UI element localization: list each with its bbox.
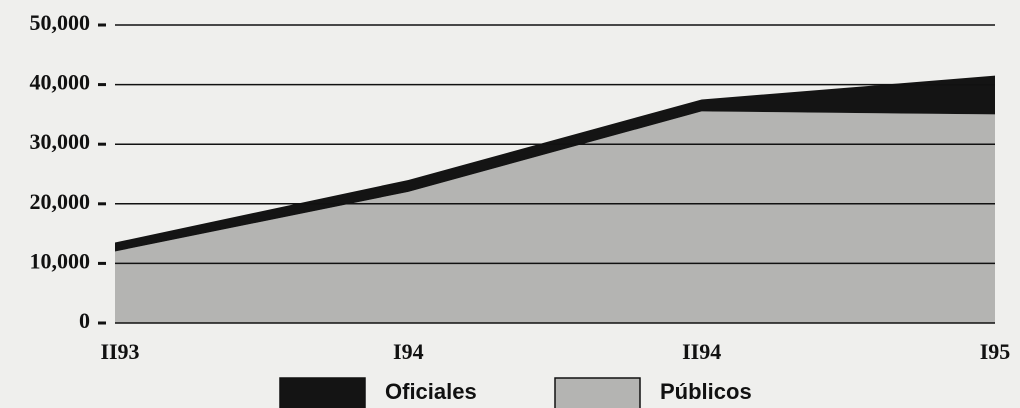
- legend-label: Oficiales: [385, 379, 477, 404]
- area: [115, 111, 995, 323]
- legend-swatch: [279, 377, 366, 408]
- y-tick-label: 50,000: [30, 10, 91, 35]
- legend-swatch: [554, 377, 641, 408]
- y-tick-label: 30,000: [30, 129, 91, 154]
- area: [115, 75, 995, 252]
- x-tick-label: II93: [100, 339, 139, 364]
- legend-label: Públicos: [660, 379, 752, 404]
- x-tick-label: I95: [980, 339, 1011, 364]
- y-tick-label: 20,000: [30, 189, 91, 214]
- x-tick-label: II94: [682, 339, 721, 364]
- y-tick-label: 0: [79, 308, 90, 333]
- y-tick-label: 10,000: [30, 248, 91, 273]
- y-tick-label: 40,000: [30, 70, 91, 95]
- x-tick-label: I94: [393, 339, 424, 364]
